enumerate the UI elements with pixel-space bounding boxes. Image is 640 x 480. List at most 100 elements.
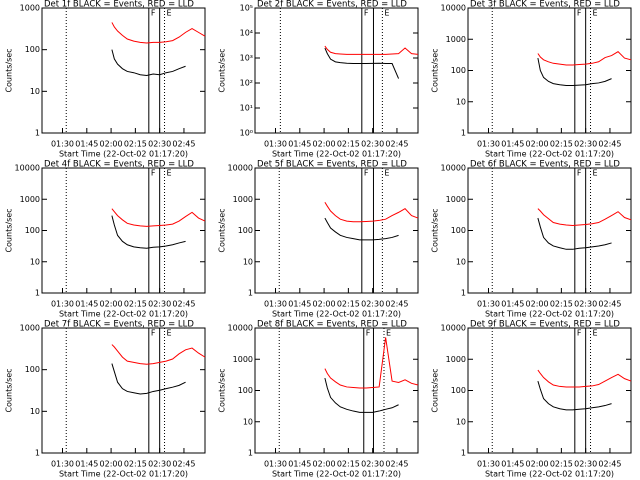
x-tick-label: 02:00 bbox=[526, 140, 549, 149]
panel: Det 9f BLACK = Events, RED = LLD Start Ti… bbox=[431, 320, 632, 479]
x-tick-label: 01:45 bbox=[75, 140, 98, 149]
y-axis-label: Counts/sec bbox=[218, 48, 227, 92]
y-tick-label: 10⁰ bbox=[240, 129, 253, 138]
x-tick-label: 02:15 bbox=[337, 300, 360, 309]
y-tick-label: 10000 bbox=[441, 164, 466, 173]
x-axis-label: Start Time (22-Oct-02 01:17:20) bbox=[485, 470, 614, 479]
y-tick-label: 1000 bbox=[233, 355, 253, 364]
y-tick-label: 1 bbox=[461, 449, 466, 458]
y-axis-label: Counts/sec bbox=[431, 48, 440, 92]
x-tick-label: 01:30 bbox=[51, 460, 74, 469]
x-tick-label: 02:15 bbox=[550, 300, 573, 309]
series-line bbox=[324, 337, 419, 389]
x-tick-label: 02:45 bbox=[598, 300, 621, 309]
marker-flag: F bbox=[151, 329, 156, 338]
x-axis-label: Start Time (22-Oct-02 01:17:20) bbox=[485, 150, 614, 159]
y-tick-label: 10 bbox=[243, 257, 253, 266]
y-tick-label: 1 bbox=[248, 449, 253, 458]
marker-flag: E bbox=[593, 9, 598, 18]
x-tick-label: 01:45 bbox=[288, 460, 311, 469]
y-tick-label: 1000 bbox=[20, 324, 40, 333]
x-tick-label: 01:30 bbox=[51, 300, 74, 309]
marker-flag: F bbox=[577, 169, 582, 178]
y-tick-label: 1000 bbox=[446, 195, 466, 204]
x-tick-label: 01:45 bbox=[501, 140, 524, 149]
x-tick-label: 01:30 bbox=[264, 300, 287, 309]
y-tick-label: 10 bbox=[30, 257, 40, 266]
x-tick-label: 02:15 bbox=[337, 140, 360, 149]
y-tick-label: 10000 bbox=[441, 4, 466, 13]
y-tick-label: 1 bbox=[35, 449, 40, 458]
x-tick-label: 02:00 bbox=[526, 300, 549, 309]
x-tick-label: 02:45 bbox=[172, 300, 195, 309]
x-tick-label: 01:30 bbox=[477, 300, 500, 309]
y-tick-label: 1000 bbox=[20, 195, 40, 204]
series-line bbox=[111, 215, 186, 249]
series-line bbox=[111, 22, 206, 44]
series-line bbox=[111, 363, 186, 395]
x-tick-label: 02:30 bbox=[148, 300, 171, 309]
x-tick-label: 02:00 bbox=[100, 140, 123, 149]
x-tick-label: 01:30 bbox=[477, 140, 500, 149]
x-tick-label: 02:00 bbox=[313, 300, 336, 309]
panel-title: Det 3f BLACK = Events, RED = LLD bbox=[470, 0, 620, 10]
y-tick-label: 10000 bbox=[228, 324, 253, 333]
y-tick-label: 1 bbox=[461, 289, 466, 298]
y-tick-label: 100 bbox=[451, 226, 466, 235]
panel-title: Det 4f BLACK = Events, RED = LLD bbox=[44, 160, 194, 170]
panel-title: Det 8f BLACK = Events, RED = LLD bbox=[257, 320, 407, 330]
y-tick-label: 10⁴ bbox=[240, 29, 253, 38]
x-tick-label: 02:30 bbox=[148, 460, 171, 469]
series-line bbox=[324, 45, 419, 55]
y-tick-label: 10⁵ bbox=[240, 4, 253, 13]
x-tick-label: 02:00 bbox=[313, 460, 336, 469]
marker-flag: F bbox=[364, 169, 369, 178]
y-axis-label: Counts/sec bbox=[5, 48, 14, 92]
x-tick-label: 02:45 bbox=[598, 140, 621, 149]
x-axis-label: Start Time (22-Oct-02 01:17:20) bbox=[272, 470, 401, 479]
plot-frame bbox=[41, 7, 206, 134]
x-tick-label: 01:45 bbox=[75, 460, 98, 469]
x-axis-label: Start Time (22-Oct-02 01:17:20) bbox=[272, 310, 401, 319]
marker-flag: E bbox=[386, 329, 391, 338]
series-line bbox=[537, 380, 612, 411]
x-axis-label: Start Time (22-Oct-02 01:17:20) bbox=[59, 310, 188, 319]
x-tick-label: 02:15 bbox=[337, 460, 360, 469]
y-axis-label: Counts/sec bbox=[431, 208, 440, 252]
x-tick-label: 02:45 bbox=[385, 140, 408, 149]
marker-flag: E bbox=[167, 329, 172, 338]
y-tick-label: 100 bbox=[451, 386, 466, 395]
panel: Det 7f BLACK = Events, RED = LLD Start Ti… bbox=[5, 320, 206, 479]
y-tick-label: 10000 bbox=[441, 324, 466, 333]
y-axis-label: Counts/sec bbox=[218, 368, 227, 412]
x-tick-label: 01:30 bbox=[264, 140, 287, 149]
panel: Det 8f BLACK = Events, RED = LLD Start Ti… bbox=[218, 320, 419, 479]
x-tick-label: 01:45 bbox=[288, 140, 311, 149]
x-tick-label: 02:15 bbox=[124, 460, 147, 469]
x-tick-label: 02:45 bbox=[385, 460, 408, 469]
panel-title: Det 5f BLACK = Events, RED = LLD bbox=[257, 160, 407, 170]
y-tick-label: 10000 bbox=[15, 164, 40, 173]
y-axis-label: Counts/sec bbox=[431, 368, 440, 412]
series-line bbox=[111, 344, 206, 365]
panel-title: Det 6f BLACK = Events, RED = LLD bbox=[470, 160, 620, 170]
marker-flag: F bbox=[151, 9, 156, 18]
panel-title: Det 1f BLACK = Events, RED = LLD bbox=[44, 0, 194, 10]
series-line bbox=[111, 49, 186, 76]
x-tick-label: 02:00 bbox=[100, 460, 123, 469]
y-tick-label: 10³ bbox=[240, 54, 253, 63]
x-tick-label: 02:15 bbox=[550, 460, 573, 469]
x-axis-label: Start Time (22-Oct-02 01:17:20) bbox=[59, 470, 188, 479]
panel: Det 5f BLACK = Events, RED = LLD Start Ti… bbox=[218, 160, 419, 319]
y-tick-label: 1000 bbox=[20, 4, 40, 13]
y-tick-label: 1 bbox=[35, 289, 40, 298]
y-tick-label: 10 bbox=[456, 97, 466, 106]
x-tick-label: 01:30 bbox=[264, 460, 287, 469]
x-tick-label: 02:45 bbox=[172, 140, 195, 149]
marker-flag: F bbox=[364, 9, 369, 18]
series-line bbox=[537, 57, 612, 87]
series-line bbox=[324, 217, 399, 241]
x-tick-label: 01:30 bbox=[477, 460, 500, 469]
x-tick-label: 02:15 bbox=[124, 300, 147, 309]
